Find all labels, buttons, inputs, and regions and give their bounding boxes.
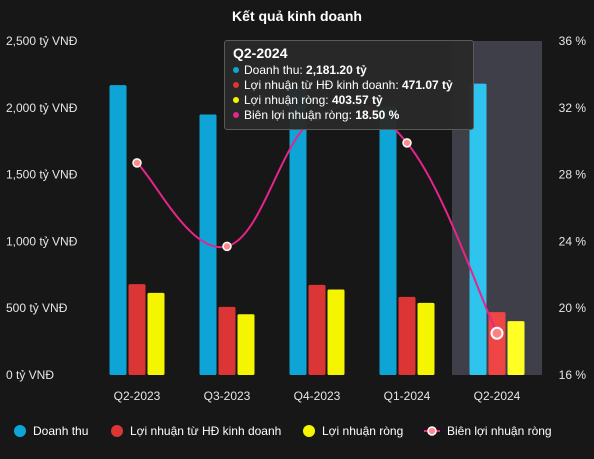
tooltip-label-operating-profit: Lợi nhuận từ HĐ kinh doanh:: [244, 78, 402, 92]
tooltip-value-net-profit: 403.57 tỷ: [331, 93, 383, 107]
tooltip-value-net-margin: 18.50 %: [355, 108, 400, 122]
margin-point-Q2-2023: [132, 158, 142, 168]
y-right-tick-label: 20 %: [559, 301, 587, 315]
tooltip-label-net-margin: Biên lợi nhuận ròng:: [244, 108, 356, 122]
tooltip-value-revenue: 2,181.20 tỷ: [306, 63, 367, 77]
tooltip-label-net-profit: Lợi nhuận ròng:: [244, 93, 332, 107]
bar-net-profit-Q1-2024: [417, 302, 435, 375]
y-left-tick-label: 1,500 tỷ VNĐ: [6, 168, 78, 182]
bar-revenue-Q1-2024: [379, 106, 397, 376]
bar-revenue-Q2-2024: [469, 83, 487, 376]
legend-marker-net-margin: [427, 426, 437, 436]
x-tick-label: Q2-2024: [474, 389, 521, 403]
y-left-tick-label: 0 tỷ VNĐ: [6, 368, 54, 382]
y-left-tick-label: 2,000 tỷ VNĐ: [6, 101, 78, 115]
bar-net-profit-Q2-2024: [507, 321, 525, 375]
bar-operating-profit-Q1-2024: [398, 296, 416, 375]
legend-label-net-profit: Lợi nhuận ròng: [322, 424, 403, 438]
y-left-tick-label: 2,500 tỷ VNĐ: [6, 34, 78, 48]
legend-marker-revenue: [14, 425, 26, 437]
y-right-tick-label: 24 %: [559, 234, 587, 248]
tooltip-dot-operating-profit: [233, 81, 239, 88]
x-tick-label: Q1-2024: [384, 389, 431, 403]
y-left-tick-label: 1,000 tỷ VNĐ: [6, 234, 78, 248]
chart-title: Kết quả kinh doanh: [232, 8, 362, 24]
legend-label-revenue: Doanh thu: [33, 424, 88, 438]
bar-operating-profit-Q2-2024: [488, 312, 506, 375]
x-tick-label: Q4-2023: [294, 389, 341, 403]
bar-operating-profit-Q2-2023: [128, 284, 146, 375]
bar-revenue-Q2-2023: [109, 85, 127, 375]
tooltip-row-revenue: Doanh thu: 2,181.20 tỷ: [233, 63, 465, 78]
bar-net-profit-Q2-2023: [147, 292, 165, 375]
margin-point-Q1-2024: [402, 138, 412, 148]
tooltip-row-net-profit: Lợi nhuận ròng: 403.57 tỷ: [233, 93, 465, 108]
tooltip-dot-revenue: [233, 66, 239, 73]
tooltip-value-operating-profit: 471.07 tỷ: [402, 78, 453, 92]
y-right-tick-label: 36 %: [559, 34, 587, 48]
x-tick-label: Q3-2023: [204, 389, 251, 403]
y-left-tick-label: 500 tỷ VNĐ: [6, 301, 68, 315]
margin-point-Q3-2023: [222, 241, 232, 252]
tooltip-dot-net-profit: [233, 96, 239, 103]
margin-point-Q2-2024: [490, 326, 504, 340]
tooltip-label-revenue: Doanh thu:: [244, 63, 307, 77]
legend-label-net-margin: Biên lợi nhuận ròng: [447, 424, 552, 438]
y-right-tick-label: 32 %: [559, 101, 587, 115]
tooltip-row-operating-profit: Lợi nhuận từ HĐ kinh doanh: 471.07 tỷ: [233, 78, 465, 93]
x-tick-label: Q2-2023: [114, 389, 161, 403]
y-right-tick-label: 16 %: [559, 368, 587, 382]
bar-net-profit-Q4-2023: [327, 289, 345, 375]
y-right-tick-label: 28 %: [559, 168, 587, 182]
tooltip-dot-net-margin: [233, 111, 239, 118]
bar-operating-profit-Q4-2023: [308, 284, 326, 375]
tooltip: Q2-2024 Doanh thu: 2,181.20 tỷ Lợi nhuận…: [224, 40, 474, 130]
tooltip-row-net-margin: Biên lợi nhuận ròng: 18.50 %: [233, 108, 465, 123]
bar-net-profit-Q3-2023: [237, 314, 255, 375]
legend-marker-net-profit: [303, 425, 315, 437]
legend-label-operating-profit: Lợi nhuận từ HĐ kinh doanh: [130, 424, 281, 438]
bar-revenue-Q4-2023: [289, 86, 307, 375]
tooltip-title: Q2-2024: [233, 45, 288, 61]
bar-operating-profit-Q3-2023: [218, 306, 236, 375]
legend-marker-operating-profit: [111, 425, 123, 437]
